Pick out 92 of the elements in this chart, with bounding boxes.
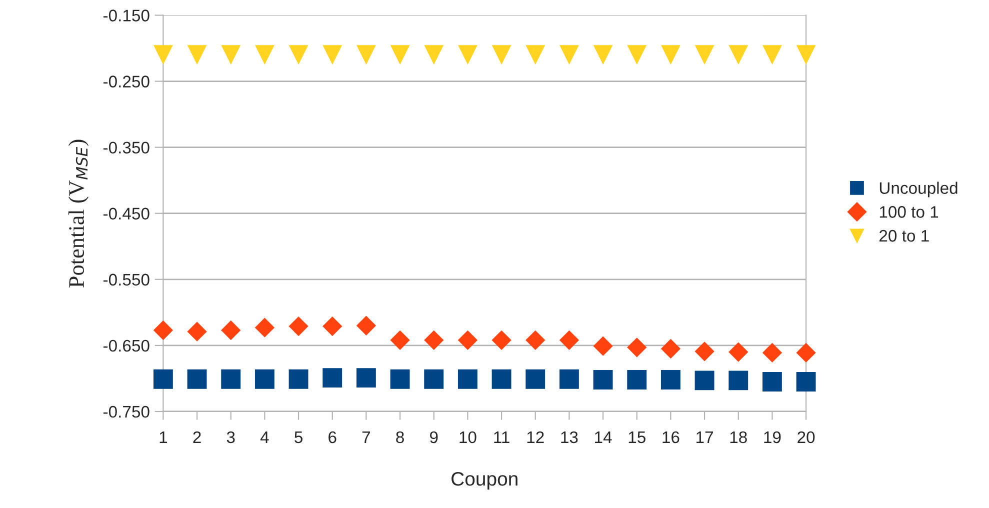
point: [288, 316, 308, 336]
point: [153, 369, 173, 389]
x-tick-label: 14: [595, 432, 612, 444]
y-tick-label: -0.550: [103, 274, 150, 286]
x-tick-label: 17: [696, 432, 713, 444]
point: [728, 342, 748, 362]
point: [153, 320, 174, 340]
x-tick-label: 2: [193, 431, 201, 444]
point: [254, 45, 274, 65]
point: [796, 342, 816, 363]
point: [254, 369, 274, 389]
x-tick-label: 12: [527, 431, 544, 444]
point: [559, 45, 579, 65]
point: [458, 369, 478, 389]
point: [627, 45, 647, 65]
point: [390, 45, 410, 65]
point: [694, 45, 714, 65]
x-tick-label: 9: [430, 431, 438, 444]
x-axis-title: Coupon: [452, 472, 518, 490]
point: [254, 318, 275, 338]
point: [390, 330, 410, 350]
y-tick-label: -0.450: [103, 208, 150, 220]
point: [187, 369, 207, 389]
point: [390, 369, 410, 389]
point: [762, 372, 782, 392]
point: [762, 342, 782, 363]
x-tick-label: 18: [730, 431, 747, 444]
point: [322, 316, 342, 336]
point: [356, 316, 376, 336]
point: [492, 330, 512, 350]
point: [762, 45, 782, 65]
y-tick-label: -0.650: [103, 340, 150, 352]
x-tick-label: 7: [362, 432, 370, 444]
point: [288, 45, 308, 65]
point: [559, 369, 579, 389]
point: [593, 370, 613, 390]
y-tick-label: -0.350: [103, 142, 150, 154]
point: [694, 342, 714, 362]
point: [322, 368, 342, 388]
y-tick-label: -0.250: [103, 76, 150, 88]
point: [458, 330, 478, 350]
point: [593, 45, 613, 65]
point: [526, 330, 546, 350]
point: [728, 370, 748, 390]
x-tick-label: 10: [460, 431, 476, 444]
x-tick-label: 16: [662, 431, 680, 444]
x-tick-label: 13: [561, 431, 578, 444]
point: [559, 330, 580, 350]
legend-label: 100 to 1: [880, 206, 938, 218]
point: [221, 320, 241, 340]
point: [796, 372, 816, 392]
point: [187, 45, 207, 65]
point: [356, 368, 376, 388]
point: [322, 45, 342, 65]
point: [187, 322, 207, 342]
point: [526, 369, 546, 389]
point: [356, 45, 376, 65]
x-tick-label: 3: [226, 431, 235, 444]
legend-label: Uncoupled: [880, 182, 958, 198]
point: [694, 370, 714, 390]
point: [627, 370, 647, 390]
x-tick-label: 1: [160, 432, 168, 444]
y-axis-title: Potential (V$_{MSE}$): [68, 140, 89, 288]
point: [728, 45, 748, 65]
x-tick-label: 11: [494, 432, 510, 444]
point: [458, 45, 478, 65]
point: [153, 45, 173, 65]
y-tick-label: -0.750: [103, 406, 150, 418]
x-tick-label: 20: [798, 431, 815, 444]
point: [492, 369, 512, 389]
point: [424, 369, 444, 389]
point: [796, 45, 816, 65]
x-tick-label: 6: [328, 431, 336, 444]
point: [221, 45, 241, 65]
point: [526, 45, 546, 65]
legend-label: 20 to 1: [879, 230, 929, 242]
point: [221, 369, 241, 389]
point: [424, 45, 444, 65]
point: [288, 369, 308, 389]
x-tick-label: 15: [628, 432, 646, 444]
x-tick-label: 4: [260, 432, 269, 444]
point: [424, 330, 444, 350]
y-tick-label: -0.150: [103, 10, 150, 22]
point: [660, 370, 680, 390]
point: [660, 338, 681, 359]
x-tick-label: 5: [294, 432, 302, 444]
x-tick-label: 8: [396, 431, 404, 444]
x-tick-label: 19: [764, 431, 781, 444]
point: [660, 45, 680, 65]
point: [593, 336, 613, 356]
point: [627, 338, 647, 358]
point: [492, 45, 512, 65]
